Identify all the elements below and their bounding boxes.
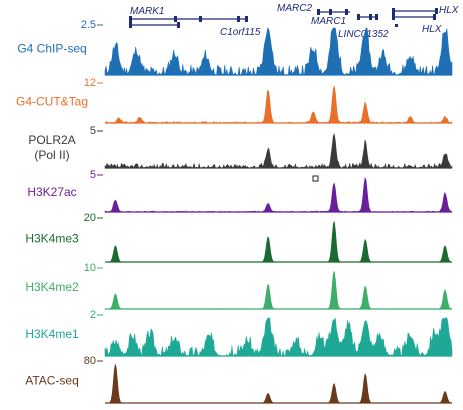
gene-model-marc1 [357,14,378,20]
signal-area-track-3 [104,133,453,169]
signal-area-track-6 [104,271,453,310]
signal-area-track-8 [105,364,453,404]
track-name-1: G4 ChIP-seq [17,42,86,56]
track-name-6: H3K4me2 [25,280,79,294]
gene-label-marc2: MARC2 [277,3,312,14]
track-name-2: G4-CUT&Tag [16,95,88,109]
scale-label-track-2: 12 [84,77,96,89]
gene-label-hlx-bottom: HLX [422,24,442,35]
signal-area-track-4 [104,177,453,213]
gene-label-mark1: MARK1 [130,6,164,17]
region-marker [312,175,319,182]
track-labels: 2.5 G4 ChIP-seq 12 G4-CUT&Tag 5 POLR2A(Pol II… [16,19,103,388]
gene-label-hlx-top: HLX [439,5,459,16]
track-name-5: H3K4me3 [25,232,79,246]
gene-model-hlx-alt [392,14,436,20]
gene-model-marc2 [317,9,350,15]
signal-area-track-5 [105,221,453,263]
track-name-7: H3K4me1 [25,327,79,341]
gene-model-mark1-alt [129,22,180,28]
gene-label-marc1: MARC1 [311,16,346,27]
track-name-line2-3: (Pol II) [34,148,69,162]
scale-label-track-1: 2.5 [81,19,96,31]
gene-label-linc01352: LINC01352 [338,29,389,40]
track-name-3: POLR2A [28,133,75,147]
gene-label-c1orf115: C1orf115 [220,27,261,38]
signal-area-track-2 [104,85,453,124]
scale-label-track-4: 5 [90,169,96,181]
gene-annotation-track: MARK1 C1orf115 MARC2 MARC1 LINC01352 HLX… [129,3,459,40]
signal-area-track-1 [104,27,453,77]
scale-label-track-5: 20 [84,212,96,224]
scale-label-track-8: 80 [84,355,96,367]
gene-model-hlx [392,8,438,14]
signal-area-track-7 [104,317,453,357]
scale-label-track-3: 5 [90,125,96,137]
signal-tracks [104,27,453,404]
gene-model-mark1 [129,16,248,22]
track-name-4: H3K27ac [27,185,76,199]
scale-label-track-7: 2 [90,309,96,321]
track-name-8: ATAC-seq [25,374,79,388]
scale-label-track-6: 10 [84,262,96,274]
gene-model-linc01352 [395,24,398,27]
